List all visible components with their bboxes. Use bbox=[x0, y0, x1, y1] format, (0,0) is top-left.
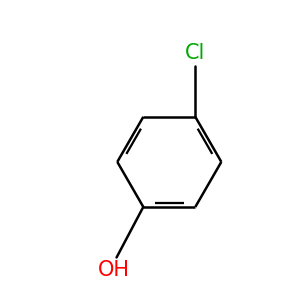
Text: OH: OH bbox=[98, 260, 130, 280]
Text: Cl: Cl bbox=[185, 43, 206, 63]
